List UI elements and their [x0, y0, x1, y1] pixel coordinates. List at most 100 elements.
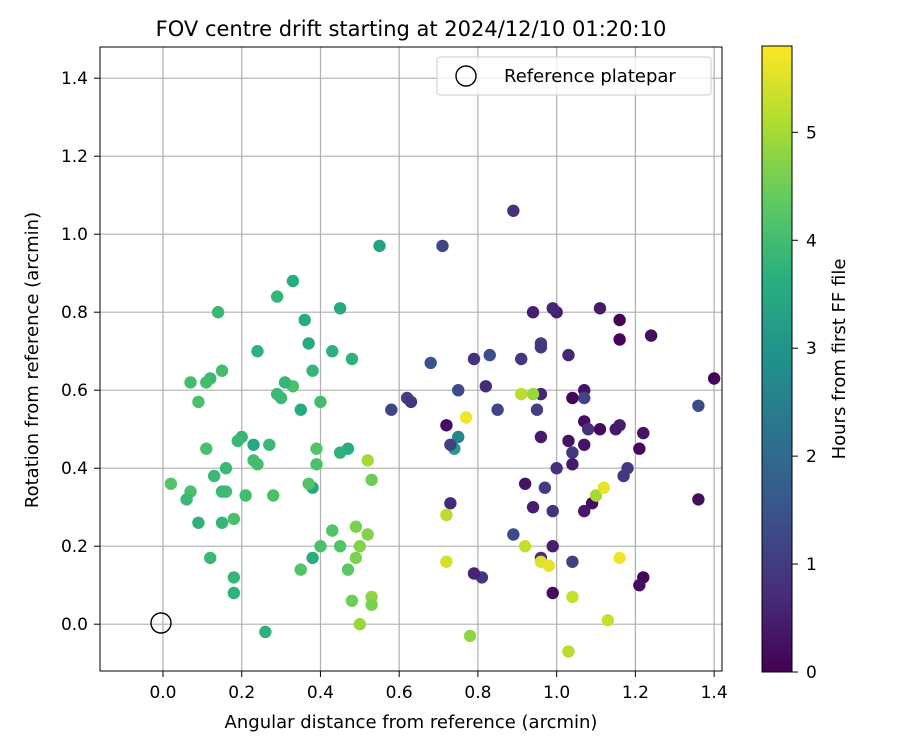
x-tick-label: 0.4	[307, 683, 334, 703]
data-point	[286, 274, 300, 288]
colorbar-label: Hours from first FF file	[829, 259, 850, 460]
data-point	[597, 481, 611, 494]
y-tick-label: 1.0	[61, 225, 88, 245]
data-point	[259, 625, 272, 639]
y-tick-label: 0.6	[61, 381, 88, 401]
data-point	[526, 387, 540, 401]
data-point	[215, 516, 229, 529]
data-point	[263, 438, 276, 451]
legend-marker-open-circle	[455, 65, 477, 87]
data-point	[601, 614, 615, 627]
data-point	[298, 313, 311, 327]
data-point	[440, 508, 453, 522]
data-point	[507, 204, 520, 217]
data-point	[294, 563, 307, 576]
data-point	[578, 504, 591, 518]
data-point	[440, 419, 453, 432]
data-point	[483, 348, 496, 362]
data-point	[562, 348, 575, 362]
x-axis-label: Angular distance from reference (arcmin)	[225, 712, 598, 733]
data-point	[306, 551, 319, 565]
data-point	[278, 376, 292, 389]
data-point	[333, 302, 347, 315]
x-tick-label: 1.2	[622, 683, 649, 703]
y-axis-label: Rotation from reference (arcmin)	[22, 212, 43, 508]
data-point	[692, 399, 705, 412]
data-point	[231, 434, 244, 448]
data-point	[593, 302, 607, 315]
data-point	[200, 376, 213, 389]
data-point	[534, 430, 548, 444]
data-point	[633, 579, 646, 592]
data-point	[507, 528, 520, 541]
data-point	[566, 391, 579, 405]
data-point	[424, 356, 437, 370]
data-point	[365, 473, 378, 487]
data-point	[326, 524, 339, 537]
data-point	[550, 462, 563, 475]
data-point	[467, 352, 481, 366]
data-point	[542, 559, 555, 572]
data-point	[164, 477, 178, 490]
data-point	[633, 442, 646, 455]
data-point	[546, 540, 559, 553]
data-point	[227, 586, 241, 600]
data-point	[361, 454, 374, 467]
x-tick-label: 0.2	[228, 683, 255, 703]
legend-frame	[436, 56, 712, 96]
data-point	[302, 477, 315, 490]
data-point	[609, 423, 622, 436]
data-point	[546, 302, 559, 315]
data-point	[385, 403, 398, 416]
data-point	[589, 489, 603, 502]
data-point	[444, 497, 457, 510]
data-point	[306, 364, 319, 377]
data-point	[247, 438, 260, 451]
data-point	[310, 442, 323, 455]
data-point	[326, 345, 339, 358]
data-point	[192, 516, 205, 529]
data-point	[294, 403, 307, 416]
data-point	[617, 469, 630, 483]
x-axis-ticks: 0.0 0.2 0.4 0.6 0.8 1.0 1.2 1.4	[149, 671, 728, 703]
data-point	[361, 528, 374, 541]
data-point	[345, 594, 359, 607]
x-tick-label: 0.6	[386, 683, 413, 703]
data-point	[267, 489, 280, 502]
data-point	[444, 438, 457, 451]
data-point	[353, 540, 367, 553]
data-point	[227, 512, 241, 526]
data-point	[270, 290, 284, 303]
data-point	[578, 438, 591, 451]
colorbar-gradient	[761, 45, 793, 673]
data-point	[637, 426, 650, 440]
colorbar-tick-label: 2	[806, 447, 817, 467]
data-point	[365, 598, 378, 611]
y-tick-label: 0.0	[61, 615, 88, 635]
legend-label: Reference platepar	[504, 66, 676, 87]
chart-title: FOV centre drift starting at 2024/12/10 …	[156, 17, 667, 41]
reference-point-marker	[150, 612, 172, 634]
data-point	[467, 567, 481, 580]
data-point	[239, 489, 252, 502]
data-point	[215, 364, 229, 377]
data-point	[215, 485, 229, 498]
data-point	[345, 352, 359, 366]
data-point	[349, 551, 363, 565]
y-axis-ticks: 0.0 0.2 0.4 0.6 0.8 1.0 1.2 1.4	[61, 69, 100, 635]
data-point	[227, 571, 241, 584]
data-point	[515, 352, 528, 366]
data-point	[644, 329, 658, 342]
data-point	[566, 458, 579, 471]
y-tick-label: 1.2	[61, 147, 88, 167]
data-point	[546, 586, 559, 600]
data-point	[562, 645, 575, 658]
data-point	[452, 384, 465, 397]
data-point	[578, 391, 591, 405]
colorbar-tick-label: 0	[806, 663, 817, 683]
data-point	[526, 306, 540, 319]
y-tick-label: 0.4	[61, 459, 88, 479]
data-point	[247, 454, 260, 467]
data-point	[526, 501, 540, 514]
